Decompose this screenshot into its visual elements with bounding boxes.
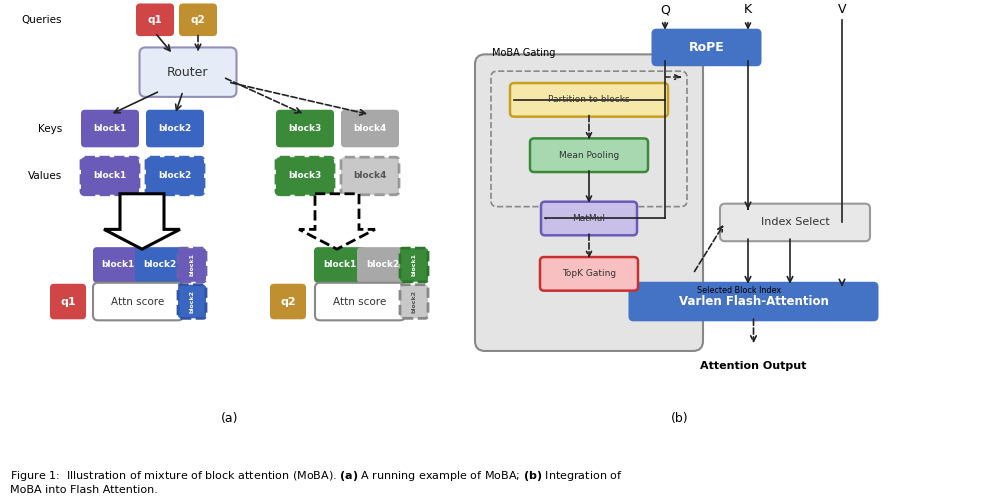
Text: block2: block2 (190, 290, 194, 313)
Polygon shape (299, 194, 375, 249)
FancyBboxPatch shape (341, 110, 399, 148)
FancyBboxPatch shape (178, 284, 206, 318)
FancyBboxPatch shape (276, 157, 334, 195)
Text: Values: Values (28, 171, 62, 181)
Text: Q: Q (660, 4, 670, 16)
FancyBboxPatch shape (400, 284, 428, 318)
Text: Selected Block Index: Selected Block Index (697, 286, 781, 294)
Text: block2: block2 (158, 124, 192, 133)
FancyBboxPatch shape (93, 247, 143, 283)
Text: Index Select: Index Select (761, 218, 829, 228)
Text: Keys: Keys (38, 124, 62, 134)
FancyBboxPatch shape (93, 283, 183, 321)
Text: (a): (a) (221, 412, 239, 425)
FancyBboxPatch shape (475, 54, 703, 351)
Text: block2: block2 (158, 172, 192, 180)
FancyBboxPatch shape (400, 248, 428, 282)
Text: q1: q1 (60, 296, 76, 306)
FancyBboxPatch shape (629, 282, 879, 322)
Text: block4: block4 (353, 172, 387, 180)
FancyBboxPatch shape (276, 110, 334, 148)
FancyBboxPatch shape (270, 284, 306, 320)
Text: block3: block3 (288, 172, 322, 180)
Text: Partition to blocks: Partition to blocks (548, 96, 630, 104)
FancyBboxPatch shape (81, 110, 139, 148)
Text: Queries: Queries (22, 15, 62, 25)
Text: RoPE: RoPE (689, 41, 724, 54)
Polygon shape (104, 194, 180, 249)
Text: Router: Router (167, 66, 209, 78)
Text: block1: block1 (190, 254, 194, 276)
FancyBboxPatch shape (357, 247, 409, 283)
FancyBboxPatch shape (315, 283, 405, 321)
Text: q1: q1 (148, 15, 162, 25)
Text: Figure 1:  Illustration of mixture of block attention (MoBA). $\mathbf{(a)}$ A r: Figure 1: Illustration of mixture of blo… (10, 470, 623, 495)
Text: (b): (b) (671, 412, 689, 425)
Text: Mean Pooling: Mean Pooling (559, 150, 619, 160)
Text: block2: block2 (143, 260, 177, 270)
Text: TopK Gating: TopK Gating (562, 270, 616, 278)
Text: block1: block1 (93, 172, 127, 180)
FancyBboxPatch shape (81, 157, 139, 195)
FancyBboxPatch shape (341, 157, 399, 195)
Text: MatMul: MatMul (572, 214, 606, 223)
FancyBboxPatch shape (314, 247, 366, 283)
FancyBboxPatch shape (136, 4, 174, 36)
Text: Attention Output: Attention Output (700, 361, 807, 371)
FancyBboxPatch shape (540, 257, 638, 290)
Text: Attn score: Attn score (333, 296, 387, 306)
Text: K: K (744, 4, 752, 16)
FancyBboxPatch shape (652, 28, 762, 66)
FancyBboxPatch shape (178, 248, 206, 282)
FancyBboxPatch shape (50, 284, 86, 320)
Text: block1: block1 (101, 260, 135, 270)
FancyBboxPatch shape (139, 48, 236, 97)
Text: Attn score: Attn score (111, 296, 165, 306)
Text: block2: block2 (366, 260, 400, 270)
FancyBboxPatch shape (179, 4, 217, 36)
FancyBboxPatch shape (510, 83, 668, 116)
FancyBboxPatch shape (146, 157, 204, 195)
FancyBboxPatch shape (135, 247, 185, 283)
FancyBboxPatch shape (541, 202, 637, 235)
Text: q2: q2 (191, 15, 205, 25)
Text: block3: block3 (288, 124, 322, 133)
Text: block1: block1 (93, 124, 127, 133)
Text: block2: block2 (412, 290, 416, 313)
Text: block1: block1 (323, 260, 357, 270)
Text: MoBA Gating: MoBA Gating (492, 48, 555, 58)
FancyBboxPatch shape (530, 138, 648, 172)
Text: q2: q2 (280, 296, 296, 306)
Text: block1: block1 (412, 254, 416, 276)
Text: Varlen Flash-Attention: Varlen Flash-Attention (679, 295, 828, 308)
Text: V: V (838, 4, 846, 16)
FancyBboxPatch shape (146, 110, 204, 148)
FancyBboxPatch shape (720, 204, 870, 241)
Text: block4: block4 (353, 124, 387, 133)
